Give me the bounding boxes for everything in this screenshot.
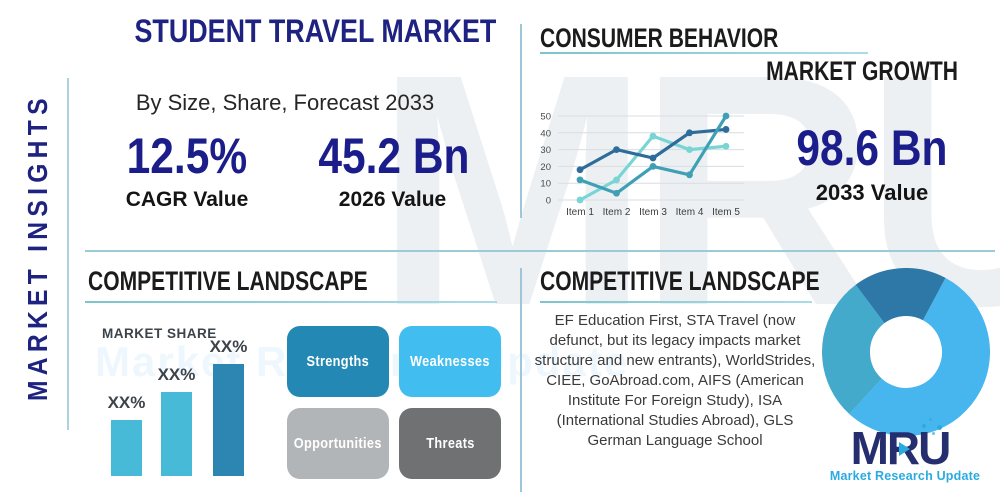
market-share-bar <box>213 364 244 476</box>
market-share-bar <box>111 420 142 476</box>
stat-2033-value: 98.6 Bn <box>796 120 948 176</box>
vertical-divider-top <box>520 24 522 218</box>
swot-grid: Strengths Weaknesses Opportunities Threats <box>287 326 501 479</box>
sidebar-vertical-title: MARKET INSIGHTS <box>18 82 58 422</box>
section-header-competitive-landscape-left: COMPETITIVE LANDSCAPE <box>88 266 368 296</box>
stat-cagr: 12.5% CAGR Value <box>108 128 266 212</box>
x-tick-label: Item 5 <box>712 207 740 218</box>
mru-logo-tagline: Market Research Update <box>829 469 981 483</box>
mru-logo-splash-dot-icon <box>929 418 932 421</box>
competitive-landscape-left-underline <box>85 301 497 303</box>
sidebar-vertical-divider <box>67 78 69 430</box>
series-teal-marker <box>686 171 693 179</box>
series-light-cyan-marker <box>613 176 620 184</box>
series-light-cyan-marker <box>649 132 657 140</box>
y-tick-label: 50 <box>540 112 551 123</box>
swot-box-label: Opportunities <box>293 435 383 452</box>
swot-box-label: Weaknesses <box>410 353 490 370</box>
stat-2033-label: 2033 Value <box>815 180 929 205</box>
consumer-behavior-underline <box>540 52 868 54</box>
stat-2026-label: 2026 Value <box>338 188 447 211</box>
x-tick-label: Item 4 <box>676 207 704 218</box>
section-header-market-growth: MARKET GROWTH <box>766 56 958 86</box>
donut-chart <box>822 268 990 436</box>
donut-slice-dark-blue <box>822 268 990 436</box>
series-light-cyan-marker <box>686 146 693 153</box>
series-dark-blue-marker <box>649 154 657 162</box>
mru-logo-triangle-icon <box>899 442 910 456</box>
section-header-competitive-landscape-right: COMPETITIVE LANDSCAPE <box>540 266 820 296</box>
vertical-divider-bottom <box>520 268 522 492</box>
page-title: STUDENT TRAVEL MARKET <box>100 12 496 50</box>
stat-2026-value: 45.2 Bn <box>318 128 470 184</box>
page-subtitle: By Size, Share, Forecast 2033 <box>135 90 435 115</box>
swot-box-opportunities: Opportunities <box>287 408 389 479</box>
competitive-landscape-right-underline <box>540 301 812 303</box>
series-dark-blue-marker <box>686 129 693 137</box>
series-dark-blue-marker <box>576 166 584 174</box>
consumer-behavior-line-chart: 0 10 20 30 40 50 Item 1 Item 2 Item 3 Item 4 Item … <box>540 112 744 218</box>
series-dark-blue-marker <box>613 146 620 153</box>
bar-value-label: XX% <box>107 393 146 412</box>
y-tick-label: 0 <box>546 196 551 207</box>
horizontal-divider <box>85 250 995 252</box>
section-header-consumer-behavior: CONSUMER BEHAVIOR <box>540 23 779 53</box>
sidebar-vertical-title-text: MARKET INSIGHTS <box>22 93 53 402</box>
stat-2033: 98.6 Bn 2033 Value <box>780 120 964 206</box>
stat-2026: 45.2 Bn 2026 Value <box>305 128 480 212</box>
y-tick-label: 20 <box>540 162 551 173</box>
swot-box-strengths: Strengths <box>287 326 389 397</box>
bar-value-label: XX% <box>209 337 248 356</box>
page-title-text: STUDENT TRAVEL MARKET <box>134 13 497 49</box>
competitors-paragraph: EF Education First, STA Travel (now defu… <box>534 312 816 449</box>
x-tick-label: Item 2 <box>603 207 631 218</box>
series-teal-marker <box>649 163 657 170</box>
stat-cagr-value: 12.5% <box>126 128 248 184</box>
x-tick-label: Item 3 <box>639 207 667 218</box>
swot-box-threats: Threats <box>399 408 501 479</box>
market-share-label: MARKET SHARE <box>102 326 217 341</box>
series-teal-marker <box>576 176 584 184</box>
y-tick-label: 10 <box>540 179 551 190</box>
bar-value-label: XX% <box>157 365 196 384</box>
series-light-cyan-marker <box>722 142 730 150</box>
y-tick-label: 30 <box>540 145 551 156</box>
mru-logo-splash-dot-icon <box>937 425 942 430</box>
swot-box-label: Strengths <box>306 353 370 370</box>
series-light-cyan-marker <box>576 196 584 204</box>
mru-logo-splash-dot-icon <box>922 424 926 428</box>
swot-box-weaknesses: Weaknesses <box>399 326 501 397</box>
market-share-bar-chart: XX% XX% XX% <box>100 336 260 476</box>
stat-cagr-label: CAGR Value <box>125 188 249 211</box>
series-teal-marker <box>613 189 620 197</box>
market-share-bar <box>161 392 192 476</box>
series-teal-marker <box>722 112 730 120</box>
x-tick-label: Item 1 <box>566 207 594 218</box>
series-dark-blue-marker <box>722 126 730 133</box>
swot-box-label: Threats <box>425 435 475 452</box>
donut-slice-teal <box>822 268 990 436</box>
mru-logo-splash-dot-icon <box>932 432 935 435</box>
y-tick-label: 40 <box>540 128 551 139</box>
